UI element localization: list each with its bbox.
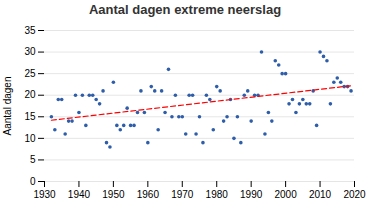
svg-text:5: 5 [30,154,36,165]
svg-text:35: 35 [24,25,36,36]
svg-text:1930: 1930 [33,189,56,200]
svg-text:20: 20 [24,89,36,100]
html-text:Aantal dagen extreme neerslag: Aantal dagen extreme neerslag [88,2,282,17]
svg-text:10: 10 [24,133,36,144]
svg-text:1950: 1950 [102,189,125,200]
svg-text:2020: 2020 [343,189,366,200]
svg-text:Aantal dagen: Aantal dagen [2,77,13,136]
svg-text:1980: 1980 [206,189,229,200]
svg-text:1960: 1960 [137,189,160,200]
svg-text:25: 25 [24,68,36,79]
svg-text:30: 30 [24,46,36,57]
svg-text:1990: 1990 [240,189,263,200]
svg-text:0: 0 [30,176,36,187]
svg-text:2010: 2010 [309,189,332,200]
svg-text:2000: 2000 [274,189,297,200]
svg-text:1970: 1970 [171,189,194,200]
svg-text:15: 15 [24,111,36,122]
svg-text:1940: 1940 [68,189,91,200]
